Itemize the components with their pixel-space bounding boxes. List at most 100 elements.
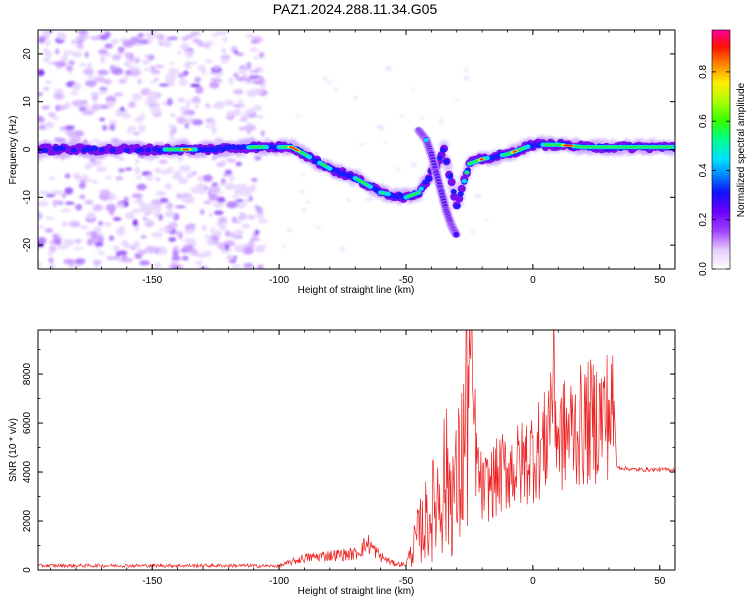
- y-tick-label: 0: [22, 567, 33, 573]
- noise-blob: [220, 57, 229, 64]
- noise-blob: [94, 76, 106, 83]
- blue-blob: [123, 147, 130, 153]
- noise-blob: [53, 238, 62, 246]
- green-blob: [647, 145, 652, 149]
- cyan-blob: [327, 166, 333, 171]
- noise-blob: [224, 243, 230, 251]
- noise-blob: [400, 114, 404, 119]
- x-tick-label: -150: [142, 275, 162, 286]
- green-blob: [323, 164, 328, 168]
- noise-blob: [235, 52, 244, 57]
- noise-blob: [136, 183, 147, 191]
- noise-blob: [118, 78, 127, 84]
- noise-blob: [92, 94, 98, 102]
- noise-blob: [140, 235, 147, 239]
- noise-blob: [254, 229, 260, 236]
- noise-blob: [104, 31, 111, 39]
- noise-blob: [197, 175, 204, 182]
- noise-blob: [101, 124, 108, 131]
- noise-blob: [248, 75, 260, 79]
- noise-blob: [203, 200, 212, 205]
- noise-blob: [102, 78, 112, 85]
- noise-blob: [252, 80, 264, 85]
- colorbar-tick-label: 0.4: [698, 163, 709, 177]
- noise-blob: [79, 194, 86, 200]
- green-blob: [177, 148, 182, 151]
- green-blob: [467, 162, 472, 166]
- noise-blob: [226, 201, 238, 209]
- noise-blob: [45, 228, 54, 233]
- noise-blob: [70, 51, 83, 58]
- noise-blob: [48, 250, 54, 256]
- noise-blob: [53, 92, 65, 100]
- blue-blob: [454, 203, 461, 209]
- blue-blob: [59, 145, 66, 151]
- blue-blob: [422, 179, 429, 185]
- noise-blob: [109, 64, 115, 71]
- noise-blob: [82, 174, 88, 180]
- noise-blob: [172, 266, 179, 269]
- x-tick-label: 50: [654, 576, 666, 587]
- noise-blob: [145, 174, 154, 181]
- x-tick-label: 0: [530, 576, 536, 587]
- noise-blob: [38, 211, 43, 220]
- noise-blob: [64, 173, 71, 179]
- green-blob: [165, 148, 170, 151]
- noise-blob: [44, 121, 55, 129]
- noise-blob: [127, 125, 137, 132]
- noise-blob: [132, 209, 139, 213]
- noise-blob: [38, 37, 46, 44]
- noise-blob: [38, 225, 45, 229]
- blue-blob: [91, 145, 98, 151]
- noise-blob: [38, 116, 45, 124]
- noise-blob: [220, 160, 227, 165]
- green-blob: [470, 161, 475, 164]
- noise-blob: [178, 165, 191, 172]
- noise-blob: [86, 211, 96, 220]
- noise-blob: [211, 126, 217, 135]
- noise-blob: [104, 43, 114, 49]
- green-blob: [586, 145, 591, 149]
- colorbar-tick-label: 0.0: [698, 262, 709, 276]
- noise-blob: [129, 68, 141, 77]
- noise-blob: [238, 126, 246, 131]
- noise-blob: [99, 189, 111, 197]
- noise-blob: [419, 116, 425, 119]
- noise-blob: [68, 220, 81, 228]
- noise-blob: [150, 66, 156, 70]
- noise-blob: [168, 68, 180, 75]
- green-blob: [249, 145, 254, 149]
- x-tick-label: -50: [399, 275, 414, 286]
- noise-blob: [57, 32, 67, 41]
- noise-blob: [281, 244, 286, 248]
- noise-blob: [229, 232, 235, 238]
- noise-blob: [201, 224, 207, 232]
- noise-blob: [63, 258, 75, 265]
- red-blob: [186, 148, 189, 151]
- noise-blob: [298, 190, 305, 194]
- noise-blob: [115, 175, 124, 181]
- noise-blob: [119, 157, 125, 161]
- noise-blob: [315, 225, 322, 229]
- noise-blob: [57, 244, 68, 250]
- green-blob: [644, 145, 649, 149]
- noise-blob: [169, 132, 174, 141]
- noise-blob: [233, 88, 244, 95]
- noise-blob: [242, 64, 248, 73]
- cyan-blob: [263, 144, 270, 150]
- noise-blob: [384, 140, 388, 144]
- heatmap-y-ticks: -20 -10 0 10 20: [22, 48, 675, 252]
- green-blob: [361, 181, 366, 185]
- noise-blob: [253, 55, 260, 60]
- noise-blob: [111, 245, 121, 250]
- noise-blob: [109, 191, 115, 199]
- noise-blob: [300, 173, 306, 176]
- noise-blob: [118, 225, 125, 234]
- noise-blob: [195, 85, 204, 94]
- green-blob: [583, 145, 588, 149]
- green-blob: [502, 153, 507, 157]
- red-blob: [514, 150, 517, 153]
- snr-y-axis-label: SNR (10 * v/v): [8, 418, 19, 482]
- noise-blob: [184, 228, 195, 235]
- noise-blob: [164, 210, 176, 218]
